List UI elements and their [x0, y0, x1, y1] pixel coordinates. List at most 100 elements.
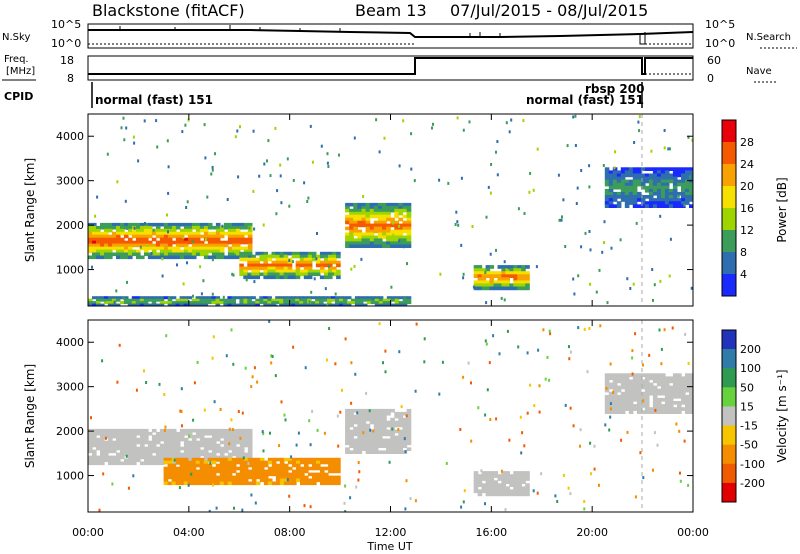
echo-cell: [267, 303, 272, 306]
echo-cell: [88, 458, 93, 463]
echo-cell: [151, 440, 157, 445]
echo-point: [445, 461, 448, 465]
echo-cell: [604, 179, 610, 184]
echo-cell: [382, 241, 387, 245]
echo-cell: [398, 202, 404, 207]
echo-cell: [124, 246, 129, 251]
echo-cell: [112, 449, 117, 454]
echo-cell: [295, 303, 300, 306]
station-title: Blackstone (fitACF): [92, 1, 245, 20]
echo-cell: [151, 461, 157, 466]
echo-cell: [336, 260, 341, 265]
echo-cell: [88, 255, 93, 260]
echo-cell: [481, 483, 487, 487]
echo-cell: [175, 475, 181, 480]
echo-cell: [656, 182, 662, 187]
echo-cell: [497, 492, 503, 497]
echo-cell: [128, 449, 133, 454]
echo-cell: [685, 376, 690, 381]
echo-cell: [489, 265, 495, 269]
echo-cell: [215, 228, 221, 233]
echo-cell: [211, 434, 217, 439]
echo-cell: [369, 214, 375, 219]
echo-cell: [191, 249, 197, 254]
echo-cell: [677, 204, 682, 208]
echo-cell: [509, 492, 514, 497]
echo-cell: [267, 466, 273, 471]
echo-cell: [263, 275, 268, 280]
echo-cell: [183, 428, 189, 433]
echo-cell: [211, 225, 217, 230]
echo-cell: [144, 461, 149, 466]
echo-cell: [183, 452, 189, 457]
echo-cell: [353, 429, 358, 434]
echo-cell: [251, 303, 256, 306]
echo-cell: [604, 195, 610, 199]
echo-cell: [299, 260, 305, 265]
echo-cell: [211, 437, 217, 442]
echo-cell: [648, 173, 654, 178]
echo-cell: [187, 458, 193, 463]
echo-cell: [207, 440, 213, 445]
echo-point: [106, 152, 109, 156]
echo-cell: [373, 426, 379, 431]
echo-cell: [632, 188, 638, 193]
echo-cell: [263, 298, 268, 302]
echo-cell: [223, 437, 229, 442]
echo-cell: [640, 182, 646, 187]
echo-cell: [300, 466, 305, 471]
echo-cell: [377, 202, 383, 207]
echo-cell: [159, 231, 165, 236]
nave-tick-low: 0: [707, 72, 714, 85]
echo-cell: [616, 176, 622, 181]
echo-cell: [501, 274, 506, 278]
echo-cell: [235, 446, 241, 451]
echo-cell: [668, 188, 674, 193]
echo-cell: [171, 252, 177, 257]
echo-cell: [179, 243, 185, 248]
echo-cell: [275, 272, 281, 277]
echo-cell: [120, 461, 125, 466]
echo-cell: [315, 257, 321, 262]
echo-cell: [373, 220, 379, 225]
echo-cell: [624, 404, 630, 408]
echo-cell: [369, 226, 375, 231]
y-tick-label: 1000: [56, 264, 84, 277]
echo-cell: [644, 376, 650, 381]
echo-cell: [485, 483, 491, 487]
echo-cell: [624, 195, 630, 199]
echo-cell: [668, 198, 674, 202]
echo-cell: [377, 444, 383, 448]
echo-cell: [689, 182, 693, 187]
echo-point: [679, 471, 681, 475]
echo-cell: [203, 298, 209, 302]
echo-cell: [681, 179, 686, 184]
echo-point: [242, 456, 245, 460]
echo-cell: [104, 449, 109, 454]
echo-point: [210, 172, 213, 176]
echo-cell: [259, 466, 265, 471]
echo-cell: [681, 201, 686, 205]
echo-cell: [291, 298, 296, 302]
echo-cell: [398, 211, 404, 216]
echo-cell: [505, 471, 510, 475]
echo-cell: [116, 246, 121, 251]
echo-cell: [685, 404, 690, 408]
echo-cell: [124, 255, 129, 260]
echo-cell: [108, 440, 113, 445]
echo-cell: [163, 222, 169, 227]
echo-cell: [353, 205, 358, 210]
echo-cell: [167, 228, 173, 233]
echo-cell: [120, 228, 125, 233]
echo-cell: [489, 483, 495, 487]
cpid-label: CPID: [4, 90, 33, 103]
echo-cell: [191, 472, 197, 477]
echo-cell: [303, 296, 308, 300]
echo-cell: [357, 229, 363, 234]
echo-cell: [365, 426, 371, 431]
echo-cell: [307, 275, 313, 280]
echo-point: [431, 126, 433, 130]
echo-cell: [624, 198, 630, 202]
echo-cell: [345, 426, 350, 431]
echo-cell: [331, 296, 336, 300]
